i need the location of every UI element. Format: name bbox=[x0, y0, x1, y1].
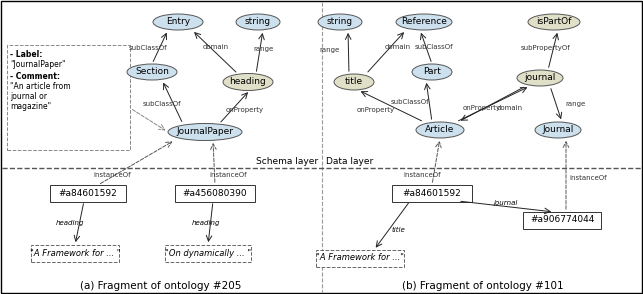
Text: #a456080390: #a456080390 bbox=[183, 188, 248, 198]
Text: "An article from: "An article from bbox=[10, 82, 71, 91]
Text: range: range bbox=[254, 46, 274, 52]
Ellipse shape bbox=[127, 64, 177, 80]
Text: string: string bbox=[245, 18, 271, 26]
Text: range: range bbox=[566, 101, 586, 107]
Ellipse shape bbox=[412, 64, 452, 80]
Text: Schema layer: Schema layer bbox=[256, 157, 318, 166]
Text: title: title bbox=[391, 226, 405, 233]
Ellipse shape bbox=[168, 123, 242, 141]
Ellipse shape bbox=[396, 14, 452, 30]
Text: isPartOf: isPartOf bbox=[536, 18, 572, 26]
Text: Reference: Reference bbox=[401, 18, 447, 26]
Text: - Label:: - Label: bbox=[10, 50, 42, 59]
FancyBboxPatch shape bbox=[175, 185, 255, 201]
FancyBboxPatch shape bbox=[165, 245, 251, 261]
Text: Entry: Entry bbox=[166, 18, 190, 26]
FancyBboxPatch shape bbox=[7, 45, 130, 150]
Ellipse shape bbox=[223, 74, 273, 91]
FancyBboxPatch shape bbox=[50, 185, 126, 201]
Text: string: string bbox=[327, 18, 353, 26]
Text: #a906774044: #a906774044 bbox=[530, 216, 594, 225]
Text: JournalPaper: JournalPaper bbox=[176, 128, 233, 136]
Text: onProperty: onProperty bbox=[226, 107, 264, 113]
Text: #a84601592: #a84601592 bbox=[59, 188, 118, 198]
Ellipse shape bbox=[528, 14, 580, 30]
Text: Journal: Journal bbox=[542, 126, 574, 134]
Text: (a) Fragment of ontology #205: (a) Fragment of ontology #205 bbox=[80, 281, 242, 291]
Text: Article: Article bbox=[425, 126, 455, 134]
Text: subClassOf: subClassOf bbox=[415, 44, 453, 50]
FancyBboxPatch shape bbox=[392, 185, 472, 201]
Text: heading: heading bbox=[55, 220, 84, 226]
FancyBboxPatch shape bbox=[523, 211, 601, 228]
Ellipse shape bbox=[334, 74, 374, 90]
Text: subClassOf: subClassOf bbox=[129, 45, 167, 51]
Ellipse shape bbox=[535, 122, 581, 138]
Text: journal: journal bbox=[494, 200, 518, 206]
Text: Section: Section bbox=[135, 68, 169, 76]
Text: range: range bbox=[320, 47, 340, 53]
Text: "A Framework for ...": "A Framework for ..." bbox=[316, 253, 404, 263]
Text: subPropertyOf: subPropertyOf bbox=[521, 45, 571, 51]
FancyBboxPatch shape bbox=[31, 245, 119, 261]
Text: subClassOf: subClassOf bbox=[143, 101, 181, 107]
Text: domain: domain bbox=[203, 44, 229, 50]
Text: journal or: journal or bbox=[10, 92, 47, 101]
Text: magazine": magazine" bbox=[10, 102, 51, 111]
Ellipse shape bbox=[318, 14, 362, 30]
Text: instanceOf: instanceOf bbox=[93, 172, 131, 178]
Text: "On dynamically ... ": "On dynamically ... " bbox=[165, 248, 251, 258]
Text: onProperty: onProperty bbox=[463, 105, 501, 111]
Text: domain: domain bbox=[385, 44, 411, 50]
Text: title: title bbox=[345, 78, 363, 86]
Text: (b) Fragment of ontology #101: (b) Fragment of ontology #101 bbox=[402, 281, 563, 291]
Text: onProperty: onProperty bbox=[357, 107, 395, 113]
Text: subClassOf: subClassOf bbox=[391, 99, 430, 105]
Text: heading: heading bbox=[230, 78, 266, 86]
Text: instanceOf: instanceOf bbox=[569, 175, 607, 181]
Text: instanceOf: instanceOf bbox=[209, 172, 247, 178]
Text: instanceOf: instanceOf bbox=[403, 172, 441, 178]
Text: heading: heading bbox=[192, 220, 221, 226]
Ellipse shape bbox=[153, 14, 203, 30]
Text: journal: journal bbox=[524, 74, 556, 83]
Text: Data layer: Data layer bbox=[326, 157, 373, 166]
FancyBboxPatch shape bbox=[316, 250, 404, 266]
Ellipse shape bbox=[517, 70, 563, 86]
Text: "A Framework for ... ": "A Framework for ... " bbox=[30, 248, 120, 258]
Text: - Comment:: - Comment: bbox=[10, 72, 60, 81]
Ellipse shape bbox=[416, 122, 464, 138]
Ellipse shape bbox=[236, 14, 280, 30]
Text: "JournalPaper": "JournalPaper" bbox=[10, 60, 66, 69]
Text: Part: Part bbox=[423, 68, 441, 76]
Text: #a84601592: #a84601592 bbox=[403, 188, 462, 198]
Text: domain: domain bbox=[497, 105, 523, 111]
